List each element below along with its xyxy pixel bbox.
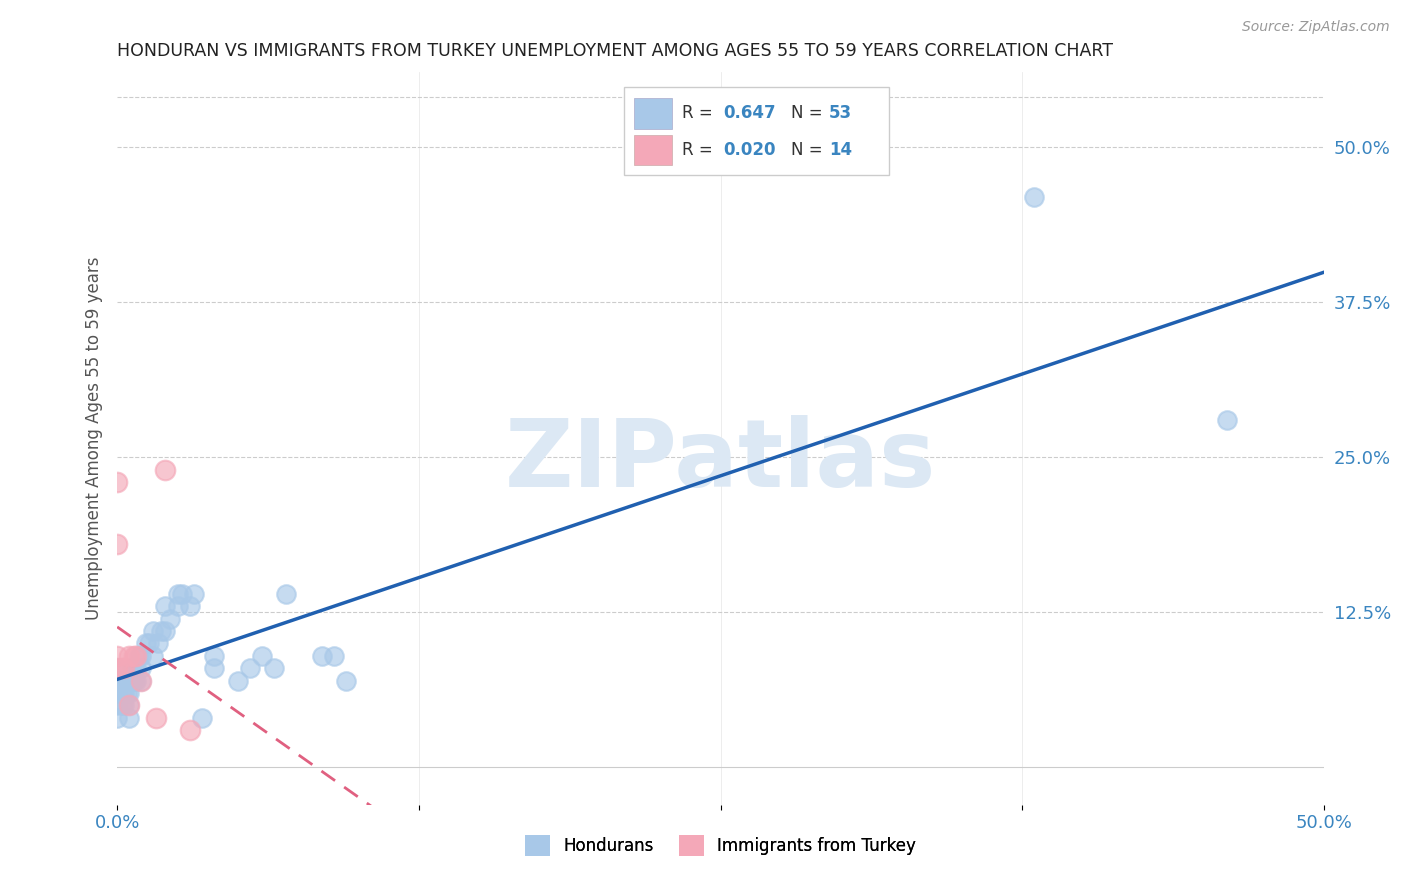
Point [105,537,128,551]
Point [145,711,167,725]
Point [202,648,225,663]
Point [142,648,165,663]
Point [311,648,333,663]
Point [118,711,141,725]
Point [179,723,201,738]
Text: 53: 53 [830,104,852,122]
Point [142,624,165,638]
Y-axis label: Unemployment Among Ages 55 to 59 years: Unemployment Among Ages 55 to 59 years [86,257,103,620]
Point [131,673,153,688]
Point [105,711,128,725]
Point [111,673,134,688]
Text: R =: R = [682,104,718,122]
Point [166,599,188,613]
Point [105,648,128,663]
FancyBboxPatch shape [624,87,890,175]
Text: 14: 14 [830,141,852,159]
Point [138,636,160,650]
Point [105,475,128,489]
Text: ZIPatlas: ZIPatlas [505,415,936,507]
Point [105,686,128,700]
Point [112,673,135,688]
Point [179,599,201,613]
Point [111,698,134,713]
Point [148,636,170,650]
Point [131,661,153,675]
Point [105,673,128,688]
Point [118,686,141,700]
Point [112,661,135,675]
Point [166,587,188,601]
Point [121,661,143,675]
Point [1024,189,1046,203]
Text: HONDURAN VS IMMIGRANTS FROM TURKEY UNEMPLOYMENT AMONG AGES 55 TO 59 YEARS CORREL: HONDURAN VS IMMIGRANTS FROM TURKEY UNEMP… [117,42,1114,60]
Point [105,698,128,713]
Point [202,661,225,675]
Text: N =: N = [790,104,827,122]
Point [135,636,157,650]
Point [155,624,177,638]
Point [155,462,177,476]
Point [250,648,273,663]
FancyBboxPatch shape [634,135,672,165]
Point [122,648,145,663]
Point [125,648,148,663]
Point [131,648,153,663]
Point [115,673,138,688]
Point [105,661,128,675]
Point [276,587,298,601]
Text: Source: ZipAtlas.com: Source: ZipAtlas.com [1241,20,1389,34]
Point [128,648,150,663]
Point [105,661,128,675]
Point [112,686,135,700]
Point [121,673,143,688]
Point [155,599,177,613]
Text: R =: R = [682,141,718,159]
Point [118,698,141,713]
Point [122,673,145,688]
Point [118,648,141,663]
Point [183,587,205,601]
Point [263,661,285,675]
Text: 0.020: 0.020 [723,141,776,159]
Point [1216,413,1239,427]
Point [131,673,153,688]
Point [125,673,148,688]
Legend: Hondurans, Immigrants from Turkey: Hondurans, Immigrants from Turkey [519,829,922,863]
Point [122,661,145,675]
Point [172,587,194,601]
Point [159,611,181,625]
Point [149,624,172,638]
Point [115,686,138,700]
Point [118,698,141,713]
Point [125,661,148,675]
Text: N =: N = [790,141,827,159]
Point [112,698,135,713]
Point [111,661,134,675]
FancyBboxPatch shape [634,98,672,128]
Point [226,673,249,688]
Point [239,661,262,675]
Point [190,711,212,725]
Point [335,673,357,688]
Text: 0.647: 0.647 [723,104,776,122]
Point [323,648,346,663]
Point [111,686,134,700]
